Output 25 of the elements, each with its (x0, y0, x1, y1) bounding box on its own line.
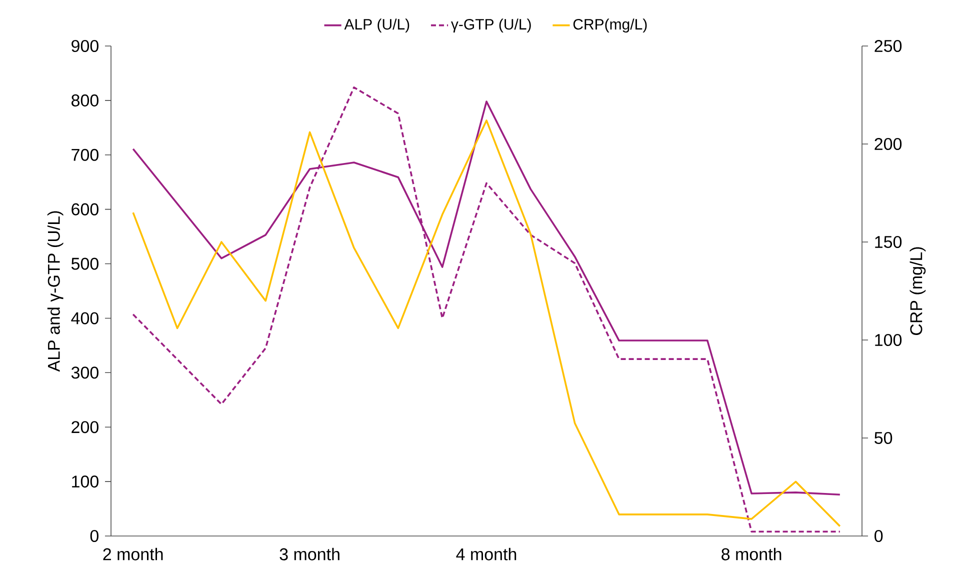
y-tick-label: 800 (72, 94, 98, 106)
y-tick-label: 300 (71, 366, 98, 379)
y-axis-title: ALP and γ-GTP (U/L) (47, 211, 64, 372)
y2-tick-label: 250 (874, 40, 902, 52)
y-tick-label: 400 (71, 312, 98, 324)
y-tick-label: 200 (72, 421, 98, 434)
y-tick-label: 500 (71, 258, 98, 270)
x-tick-label: 3 month (280, 548, 340, 560)
y2-tick-label: 0 (874, 530, 883, 542)
x-tick-label: 2 month (103, 548, 163, 560)
legend-label: γ-GTP (U/L) (450, 18, 531, 33)
y2-tick-label: 100 (875, 334, 902, 346)
y2-tick-label: 200 (874, 138, 902, 150)
y2-axis-title: CRP (mg/L) (910, 247, 926, 335)
y-tick-label: 700 (72, 148, 98, 161)
x-tick-label: 8 month (722, 548, 782, 560)
legend-label: CRP(mg/L) (573, 18, 647, 33)
y2-tick-label: 50 (874, 432, 892, 444)
legend-label: ALP (U/L) (344, 18, 410, 33)
x-tick-label: 4 month (456, 548, 516, 560)
y-tick-label: 0 (90, 530, 98, 542)
y2-tick-label: 150 (875, 236, 902, 248)
y-tick-label: 900 (72, 40, 98, 52)
y-tick-label: 100 (72, 476, 98, 488)
y-tick-label: 600 (72, 203, 98, 216)
